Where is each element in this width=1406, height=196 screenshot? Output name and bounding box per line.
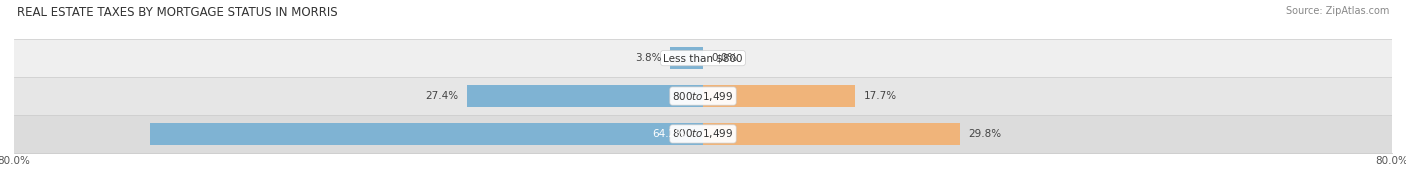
Text: Less than $800: Less than $800	[664, 53, 742, 63]
Bar	[467, 85, 703, 107]
Text: 17.7%: 17.7%	[865, 91, 897, 101]
Bar	[14, 77, 1392, 115]
Bar	[150, 123, 703, 145]
Bar	[671, 47, 703, 69]
Bar	[14, 115, 1392, 153]
Bar	[703, 123, 960, 145]
Text: $800 to $1,499: $800 to $1,499	[672, 90, 734, 103]
Text: 64.2%: 64.2%	[652, 129, 686, 139]
Text: $800 to $1,499: $800 to $1,499	[672, 127, 734, 140]
Text: 0.0%: 0.0%	[711, 53, 738, 63]
Text: REAL ESTATE TAXES BY MORTGAGE STATUS IN MORRIS: REAL ESTATE TAXES BY MORTGAGE STATUS IN …	[17, 6, 337, 19]
Text: 27.4%: 27.4%	[425, 91, 458, 101]
Text: 29.8%: 29.8%	[969, 129, 1001, 139]
Bar	[14, 39, 1392, 77]
Text: Source: ZipAtlas.com: Source: ZipAtlas.com	[1285, 6, 1389, 16]
Text: 3.8%: 3.8%	[636, 53, 662, 63]
Bar	[703, 85, 855, 107]
